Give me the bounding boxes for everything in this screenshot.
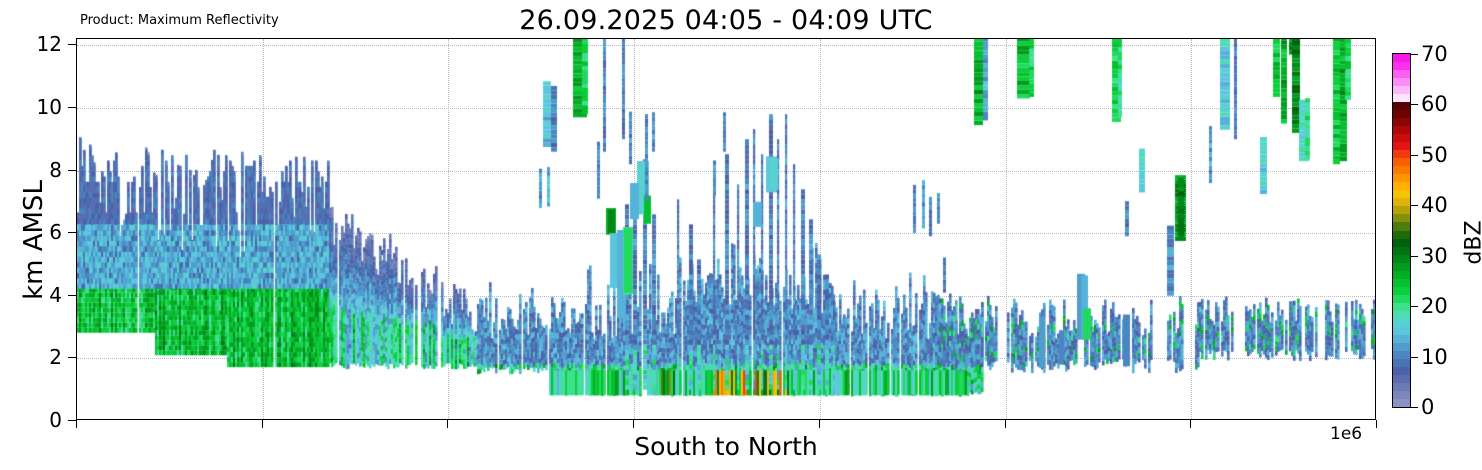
colorbar-label: dBZ (1461, 220, 1482, 265)
colorbar-segment (1393, 245, 1410, 255)
colorbar-segment (1393, 302, 1410, 311)
y-axis-tick-label: 0 (49, 408, 62, 432)
colorbar-segment (1393, 109, 1410, 119)
colorbar-tick-label: 70 (1421, 42, 1448, 66)
colorbar-tick-label: 20 (1421, 294, 1448, 319)
colorbar-segment (1393, 93, 1410, 103)
colorbar-tick-label: 30 (1421, 243, 1448, 268)
colorbar (1392, 53, 1411, 408)
colorbar-segment (1393, 277, 1410, 287)
y-axis-tick (68, 420, 76, 421)
x-axis-tick (76, 420, 77, 428)
colorbar-segment (1393, 197, 1410, 207)
colorbar-tick (1411, 104, 1418, 106)
colorbar-segment (1393, 213, 1410, 223)
colorbar-segment (1393, 133, 1410, 143)
colorbar-segment (1393, 221, 1410, 231)
colorbar-tick (1411, 205, 1418, 207)
colorbar-tick-label: 50 (1421, 142, 1448, 167)
colorbar-tick-label: 40 (1421, 193, 1448, 218)
y-axis-tick (68, 294, 76, 296)
colorbar-tick (1411, 255, 1418, 257)
colorbar-segment (1393, 54, 1410, 63)
colorbar-segment (1393, 237, 1410, 247)
colorbar-segment (1393, 149, 1410, 159)
colorbar-segment (1393, 85, 1410, 95)
x-axis-tick (447, 420, 449, 428)
colorbar-segment (1393, 189, 1410, 199)
colorbar-segment (1393, 310, 1410, 319)
colorbar-tick-label: 60 (1421, 92, 1448, 117)
colorbar-segment (1393, 342, 1410, 351)
reflectivity-canvas (77, 39, 1375, 419)
y-axis-tick-label: 8 (49, 157, 62, 182)
colorbar-tick (1411, 407, 1418, 408)
x-axis-tick (633, 420, 635, 428)
colorbar-segment (1393, 205, 1410, 215)
y-axis-tick (68, 169, 76, 171)
y-axis-tick-label: 2 (49, 345, 62, 370)
colorbar-tick (1411, 54, 1418, 55)
x-axis-tick (1004, 420, 1006, 428)
product-label: Product: Maximum Reflectivity (80, 13, 279, 28)
colorbar-tick (1411, 356, 1418, 358)
colorbar-segment (1393, 285, 1410, 295)
x-axis-tick (261, 420, 263, 428)
colorbar-segment (1393, 261, 1410, 271)
colorbar-segment (1393, 390, 1410, 399)
colorbar-segment (1393, 398, 1410, 407)
colorbar-tick (1411, 154, 1418, 156)
reflectivity-heatmap (77, 39, 1375, 419)
colorbar-segment (1393, 382, 1410, 391)
x-axis-tick (1376, 420, 1377, 428)
y-axis-tick-label: 12 (36, 32, 62, 57)
y-axis-tick (68, 232, 76, 234)
x-axis-tick (818, 420, 820, 428)
colorbar-segment (1393, 61, 1410, 71)
colorbar-segment (1393, 334, 1410, 343)
colorbar-segment (1393, 69, 1410, 79)
colorbar-segment (1393, 374, 1410, 383)
y-axis-tick (68, 106, 76, 108)
colorbar-tick-label: 10 (1421, 344, 1448, 369)
page-title: 26.09.2025 04:05 - 04:09 UTC (519, 5, 933, 36)
y-axis-label: km AMSL (18, 180, 49, 300)
x-axis-offset-label: 1e6 (1330, 424, 1363, 444)
colorbar-segment (1393, 141, 1410, 151)
plot-area (76, 38, 1376, 420)
y-axis-tick (68, 44, 76, 46)
colorbar-segment (1393, 358, 1410, 367)
y-axis-tick-label: 4 (49, 282, 62, 307)
x-axis-tick (1190, 420, 1192, 428)
colorbar-segment (1393, 253, 1410, 263)
colorbar-segment (1393, 77, 1410, 87)
colorbar-segment (1393, 101, 1410, 111)
colorbar-tick (1411, 306, 1418, 308)
colorbar-segment (1393, 157, 1410, 167)
colorbar-tick-label: 0 (1421, 395, 1435, 419)
x-axis-label: South to North (634, 432, 818, 461)
y-axis-tick-label: 6 (49, 220, 62, 245)
colorbar-segment (1393, 229, 1410, 239)
colorbar-segment (1393, 125, 1410, 135)
colorbar-segment (1393, 294, 1410, 303)
colorbar-segment (1393, 165, 1410, 175)
colorbar-segment (1393, 318, 1410, 327)
colorbar-segment (1393, 366, 1410, 375)
y-axis-tick (68, 357, 76, 359)
colorbar-segment (1393, 269, 1410, 279)
colorbar-segment (1393, 117, 1410, 127)
colorbar-segment (1393, 181, 1410, 191)
colorbar-segment (1393, 350, 1410, 359)
colorbar-segment (1393, 173, 1410, 183)
y-axis-tick-label: 10 (36, 94, 62, 119)
colorbar-segment (1393, 326, 1410, 335)
